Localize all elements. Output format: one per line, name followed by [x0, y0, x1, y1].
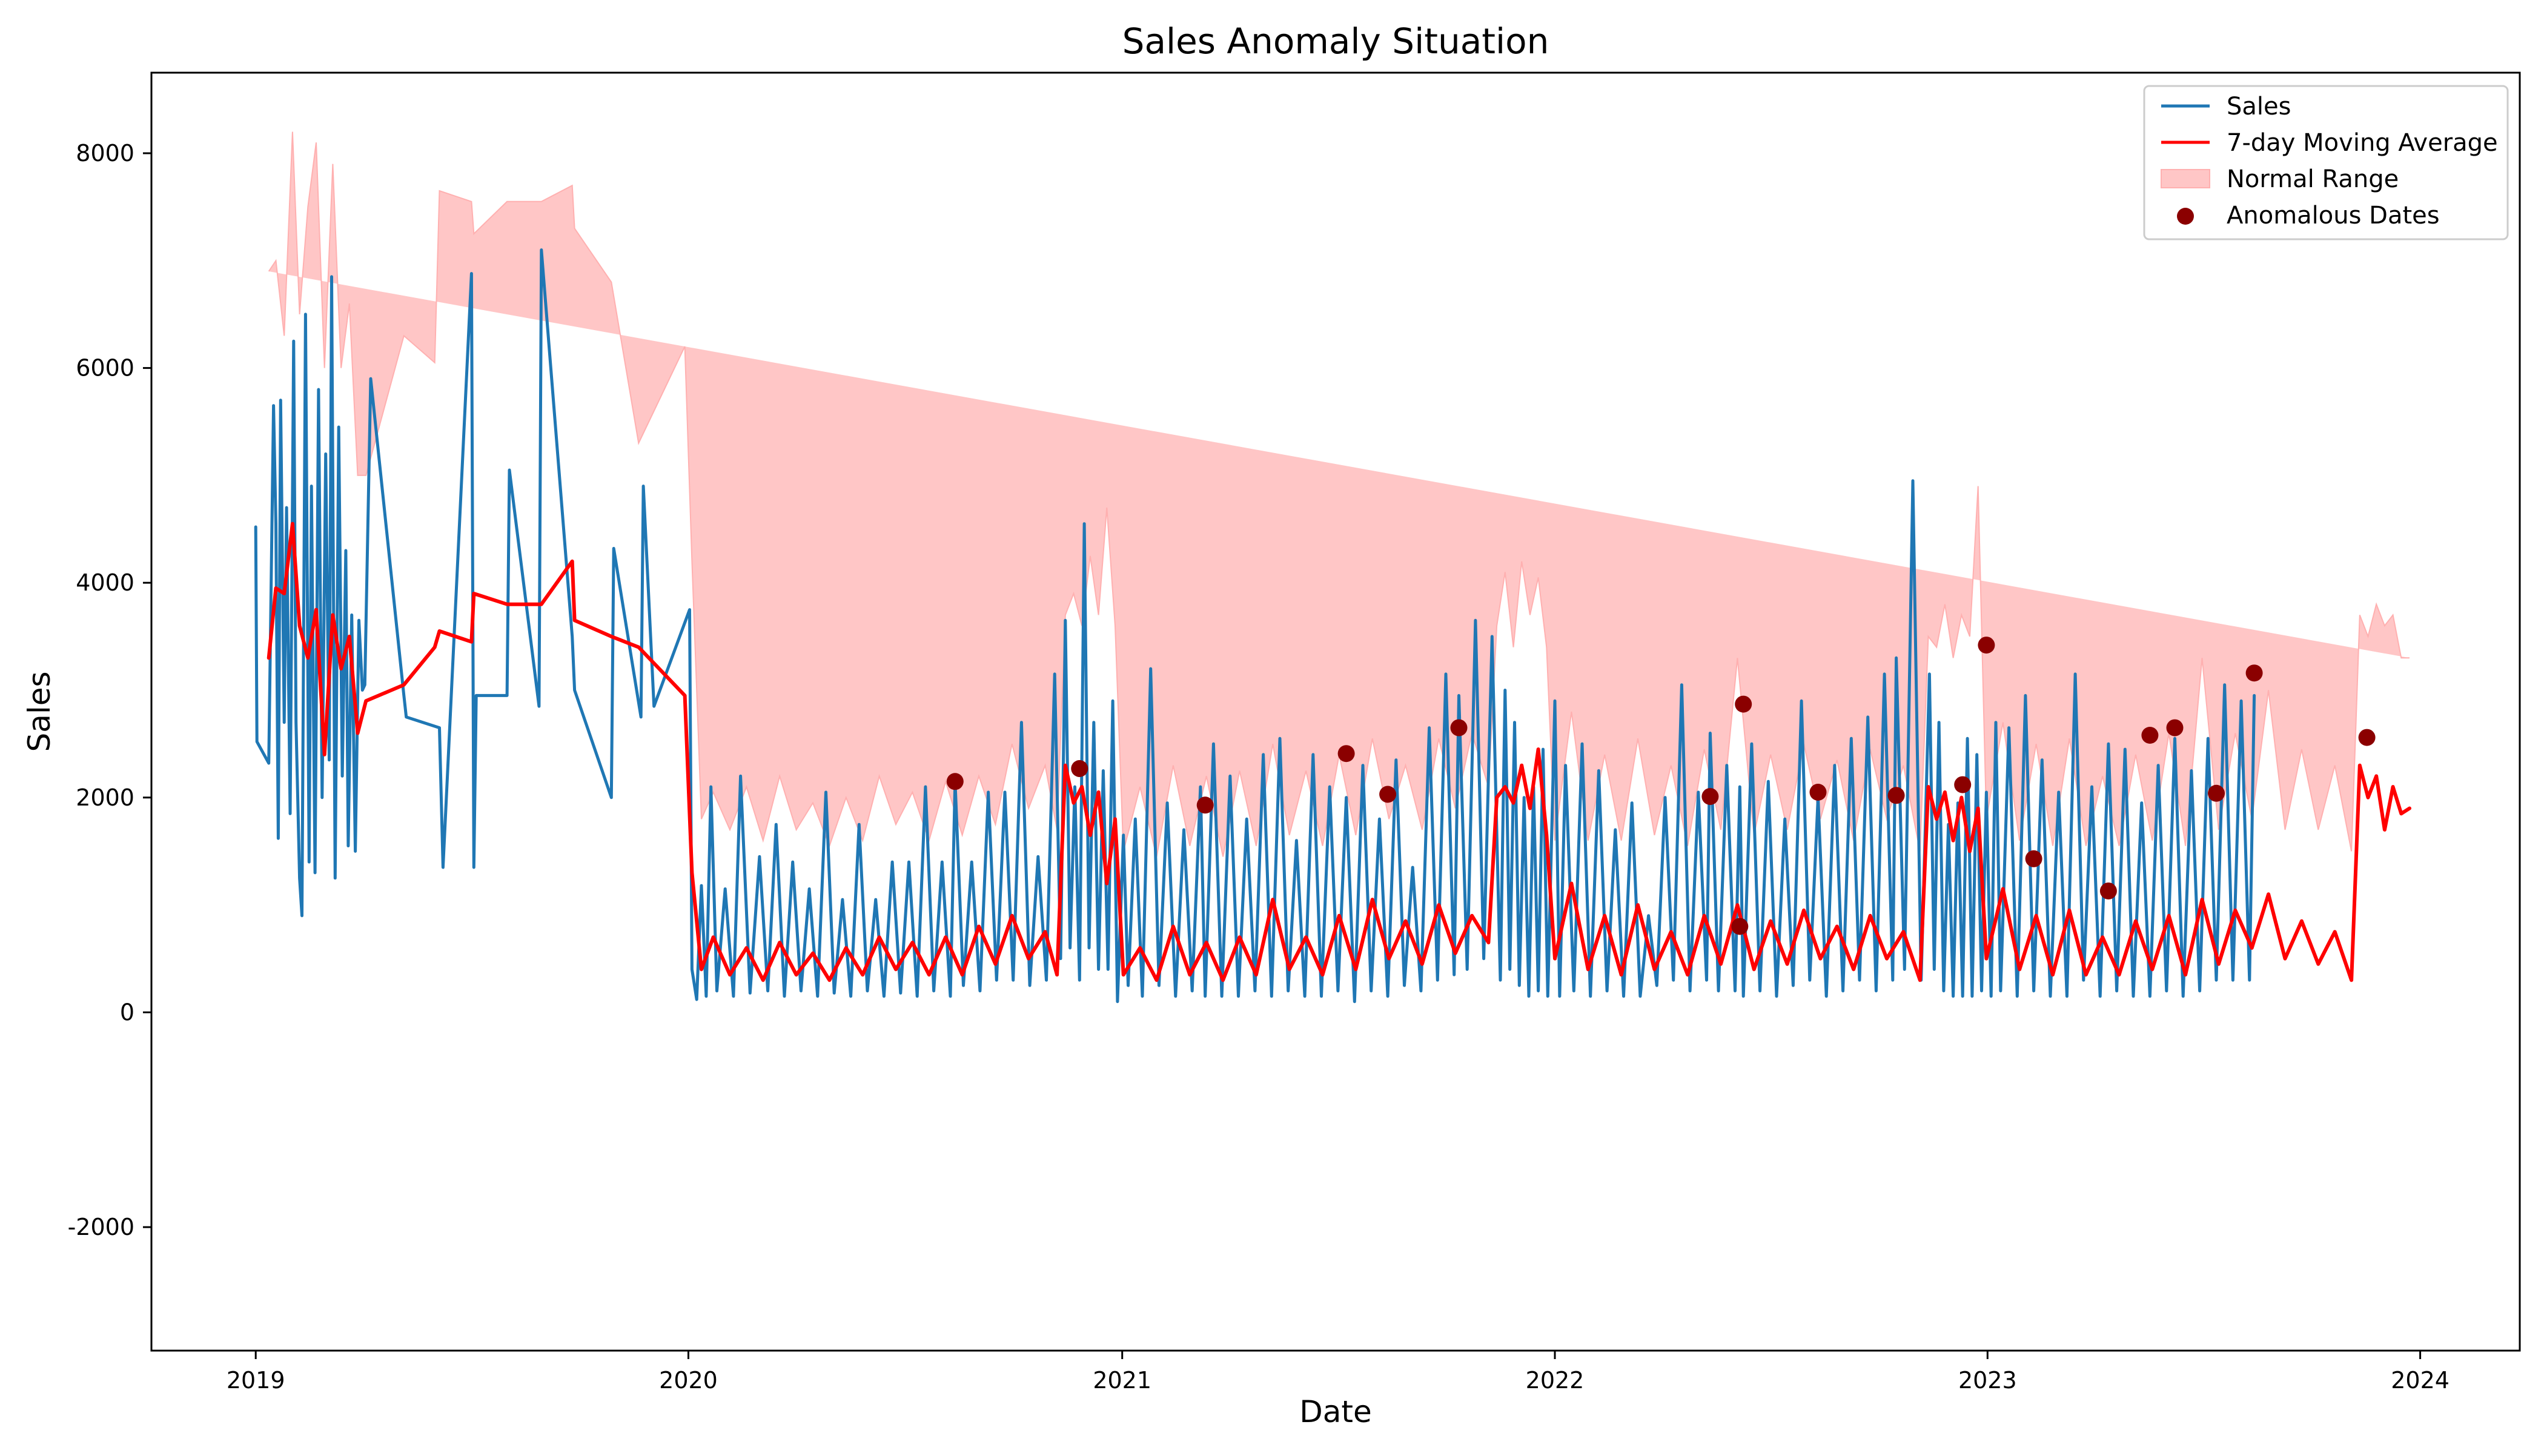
moving-average-layer [267, 521, 2411, 982]
y-tick-label: -2000 [68, 1214, 134, 1240]
anomaly-point [1887, 787, 1905, 804]
y-tick-label: 2000 [76, 784, 134, 811]
x-axis: 2019 2020 2021 2022 2023 2024 [227, 1351, 2450, 1394]
moving-average-line [267, 521, 2411, 982]
anomaly-point [1379, 786, 1397, 803]
anomaly-point [2099, 882, 2117, 900]
y-tick-label: 6000 [76, 355, 134, 382]
x-tick-label: 2023 [1958, 1367, 2017, 1394]
y-axis: -2000 0 2000 4000 6000 8000 [68, 140, 151, 1240]
anomaly-point [2358, 729, 2376, 746]
sales-layer [254, 248, 2256, 1004]
legend: Sales 7-day Moving Average Normal Range … [2143, 85, 2509, 240]
anomaly-point [1978, 637, 1995, 654]
anomaly-point [2141, 727, 2159, 744]
anomaly-point [946, 773, 964, 790]
anomaly-point [1450, 719, 1468, 736]
legend-swatch-anomalies [2177, 208, 2194, 225]
x-tick-label: 2022 [1526, 1367, 1585, 1394]
x-tick-label: 2024 [2391, 1367, 2450, 1394]
anomaly-point [2025, 850, 2042, 867]
y-tick-label: 8000 [76, 140, 134, 167]
anomaly-point [1071, 760, 1088, 777]
x-tick-label: 2021 [1093, 1367, 1151, 1394]
anomaly-point [2166, 719, 2184, 736]
anomaly-point [1809, 784, 1827, 801]
x-axis-title: Date [1299, 1394, 1372, 1429]
legend-label-anomalies: Anomalous Dates [2227, 202, 2440, 230]
x-tick-label: 2020 [659, 1367, 718, 1394]
anomaly-point [1196, 796, 1214, 814]
anomaly-point [2208, 784, 2225, 802]
legend-swatch-normal-range [2161, 169, 2210, 188]
sales-line [254, 248, 2256, 1004]
plot-frame [150, 71, 2521, 1352]
anomaly-point [1701, 788, 1719, 806]
anomaly-point [1735, 695, 1752, 713]
anomaly-point [1954, 776, 1972, 793]
anomaly-point [2245, 664, 2263, 682]
anomaly-point [1337, 745, 1355, 763]
y-axis-title: Sales [22, 671, 57, 752]
anomaly-layer [946, 637, 2376, 935]
legend-label-moving-average: 7-day Moving Average [2227, 129, 2498, 157]
y-tick-label: 0 [120, 999, 134, 1026]
legend-label-sales: Sales [2227, 93, 2291, 121]
y-tick-label: 4000 [76, 569, 134, 596]
anomaly-point [1731, 918, 1749, 935]
legend-label-normal-range: Normal Range [2227, 165, 2399, 193]
chart-title: Sales Anomaly Situation [1122, 21, 1549, 62]
legend-box [2143, 85, 2509, 240]
x-tick-label: 2019 [227, 1367, 285, 1394]
